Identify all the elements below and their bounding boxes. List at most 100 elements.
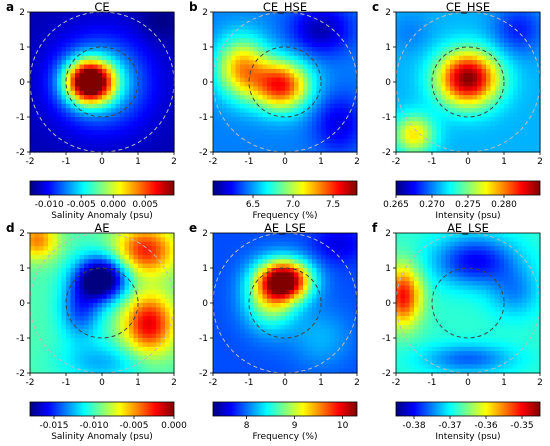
- heatmap-cell: [303, 263, 309, 269]
- heatmap-cell: [267, 117, 273, 122]
- heatmap-cell: [400, 143, 406, 149]
- heatmap-cell: [409, 121, 415, 127]
- heatmap-cell: [249, 134, 255, 140]
- heatmap-cell: [39, 64, 45, 70]
- heatmap-cell: [289, 99, 295, 105]
- heatmap-cell: [298, 33, 304, 39]
- heatmap-cell: [61, 250, 67, 256]
- heatmap-cell: [124, 263, 130, 269]
- heatmap-cell: [271, 294, 277, 300]
- heatmap-cell: [129, 25, 135, 31]
- heatmap-cell: [258, 143, 264, 149]
- heatmap-cell: [414, 103, 420, 109]
- heatmap-cell: [66, 125, 72, 131]
- heatmap-cell: [330, 112, 336, 118]
- heatmap-cell: [285, 294, 291, 300]
- heatmap-cell: [48, 77, 54, 83]
- heatmap-cell: [486, 108, 492, 114]
- heatmap-cell: [169, 338, 175, 343]
- heatmap-cell: [79, 64, 85, 70]
- heatmap-cell: [495, 82, 501, 87]
- heatmap-cell: [133, 112, 139, 118]
- heatmap-cell: [48, 298, 54, 304]
- heatmap-cell: [102, 333, 108, 339]
- heatmap-cell: [436, 12, 442, 17]
- heatmap-cell: [454, 20, 460, 26]
- heatmap-cell: [352, 55, 358, 61]
- heatmap-cell: [70, 103, 76, 109]
- heatmap-cell: [147, 294, 153, 300]
- heatmap-cell: [106, 12, 112, 17]
- heatmap-cell: [535, 86, 541, 92]
- heatmap-cell: [280, 29, 286, 35]
- heatmap-cell: [115, 351, 121, 357]
- heatmap-cell: [396, 147, 402, 153]
- heatmap-cell: [285, 368, 291, 374]
- heatmap-cell: [262, 259, 268, 265]
- heatmap-cell: [70, 55, 76, 61]
- heatmap-cell: [120, 250, 126, 256]
- heatmap-cell: [267, 233, 273, 238]
- heatmap-cell: [30, 38, 36, 44]
- heatmap-cell: [517, 38, 523, 44]
- heatmap-cell: [30, 64, 36, 70]
- heatmap-cell: [231, 311, 237, 317]
- heatmap-cell: [138, 47, 144, 52]
- x-tick-label: 1: [135, 378, 141, 388]
- heatmap-cell: [106, 333, 112, 339]
- heatmap-cell: [235, 364, 241, 370]
- heatmap-cell: [240, 29, 246, 35]
- heatmap-cell: [285, 346, 291, 352]
- heatmap-cell: [165, 134, 171, 140]
- heatmap-cell: [312, 268, 318, 273]
- heatmap-cell: [226, 86, 232, 92]
- heatmap-cell: [244, 359, 250, 365]
- heatmap-cell: [226, 77, 232, 83]
- heatmap-cell: [303, 143, 309, 149]
- heatmap-cell: [106, 112, 112, 118]
- heatmap-cell: [432, 47, 438, 52]
- heatmap-cell: [445, 60, 451, 66]
- heatmap-cell: [267, 121, 273, 127]
- heatmap-cell: [70, 86, 76, 92]
- heatmap-cell: [57, 125, 63, 131]
- heatmap-cell: [481, 143, 487, 149]
- heatmap-cell: [289, 364, 295, 370]
- heatmap-cell: [70, 324, 76, 330]
- heatmap-cell: [43, 16, 49, 22]
- heatmap-cell: [217, 329, 223, 335]
- heatmap-cell: [138, 329, 144, 335]
- heatmap-cell: [445, 117, 451, 122]
- heatmap-cell: [75, 359, 81, 365]
- heatmap-cell: [34, 29, 40, 35]
- heatmap-cell: [409, 143, 415, 149]
- heatmap-cell: [39, 281, 45, 287]
- heatmap-cell: [522, 103, 528, 109]
- heatmap-cell: [34, 33, 40, 39]
- heatmap-cell: [124, 311, 130, 317]
- heatmap-cell: [400, 121, 406, 127]
- heatmap-cell: [267, 289, 273, 295]
- heatmap-cell: [156, 60, 162, 66]
- heatmap-cell: [472, 86, 478, 92]
- heatmap-cell: [84, 38, 90, 44]
- heatmap-cell: [267, 138, 273, 144]
- heatmap-cell: [222, 355, 228, 361]
- heatmap-cell: [262, 47, 268, 52]
- heatmap-cell: [441, 90, 447, 96]
- heatmap-cell: [468, 138, 474, 144]
- heatmap-cell: [129, 121, 135, 127]
- heatmap-cell: [316, 259, 322, 265]
- heatmap-cell: [142, 138, 148, 144]
- heatmap-cell: [75, 338, 81, 343]
- heatmap-cell: [409, 47, 415, 52]
- heatmap-cell: [522, 138, 528, 144]
- heatmap-cell: [142, 143, 148, 149]
- heatmap-cell: [450, 68, 456, 74]
- heatmap-cell: [129, 42, 135, 48]
- heatmap-cell: [75, 351, 81, 357]
- heatmap-cell: [427, 130, 433, 136]
- heatmap-cell: [432, 125, 438, 131]
- heatmap-cell: [522, 147, 528, 153]
- heatmap-cell: [57, 134, 63, 140]
